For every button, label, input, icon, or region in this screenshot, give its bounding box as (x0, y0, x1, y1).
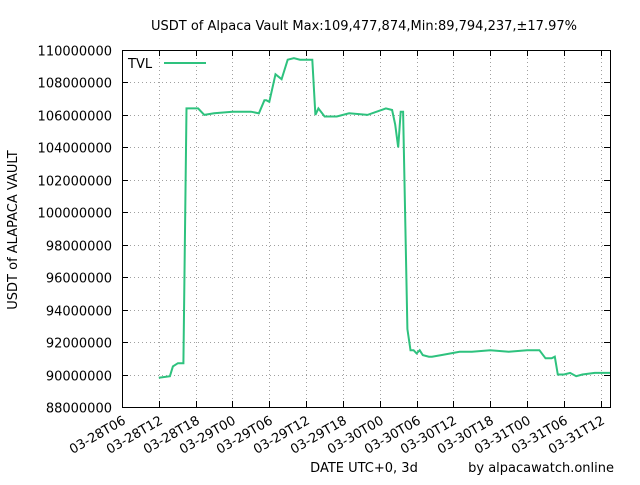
plot-frame (122, 50, 611, 408)
y-tick-label: 92000000 (46, 337, 112, 352)
y-tick-label: 106000000 (38, 110, 112, 125)
plot-border (122, 50, 611, 408)
y-tick-label: 94000000 (46, 305, 112, 320)
legend-label-tvl: TVL (127, 57, 153, 72)
y-tick-label: 90000000 (46, 370, 112, 385)
y-axis-ticks: 88000000 90000000 92000000 94000000 96000000… (38, 45, 610, 417)
y-tick-label: 96000000 (46, 272, 112, 287)
y-tick-label: 100000000 (38, 207, 112, 222)
series-line-tvl (158, 57, 610, 379)
legend: TVL (127, 57, 206, 72)
y-tick-label: 98000000 (46, 240, 112, 255)
y-tick-label: 88000000 (46, 402, 112, 417)
x-axis-label: DATE UTC+0, 3d (310, 461, 418, 476)
y-tick-label: 110000000 (38, 45, 112, 60)
y-axis-label: USDT of ALAPACA VAULT (6, 150, 21, 310)
chart-title: USDT of Alpaca Vault Max:109,477,874,Min… (151, 19, 577, 34)
y-tick-label: 108000000 (38, 77, 112, 92)
series-layer (158, 57, 610, 379)
y-tick-label: 102000000 (38, 175, 112, 190)
credit-text: by alpacawatch.online (468, 461, 614, 476)
y-tick-label: 104000000 (38, 142, 112, 157)
grid-lines (122, 50, 610, 408)
x-axis-ticks: 03-28T0603-28T1203-28T1803-29T0003-29T06… (67, 50, 608, 458)
